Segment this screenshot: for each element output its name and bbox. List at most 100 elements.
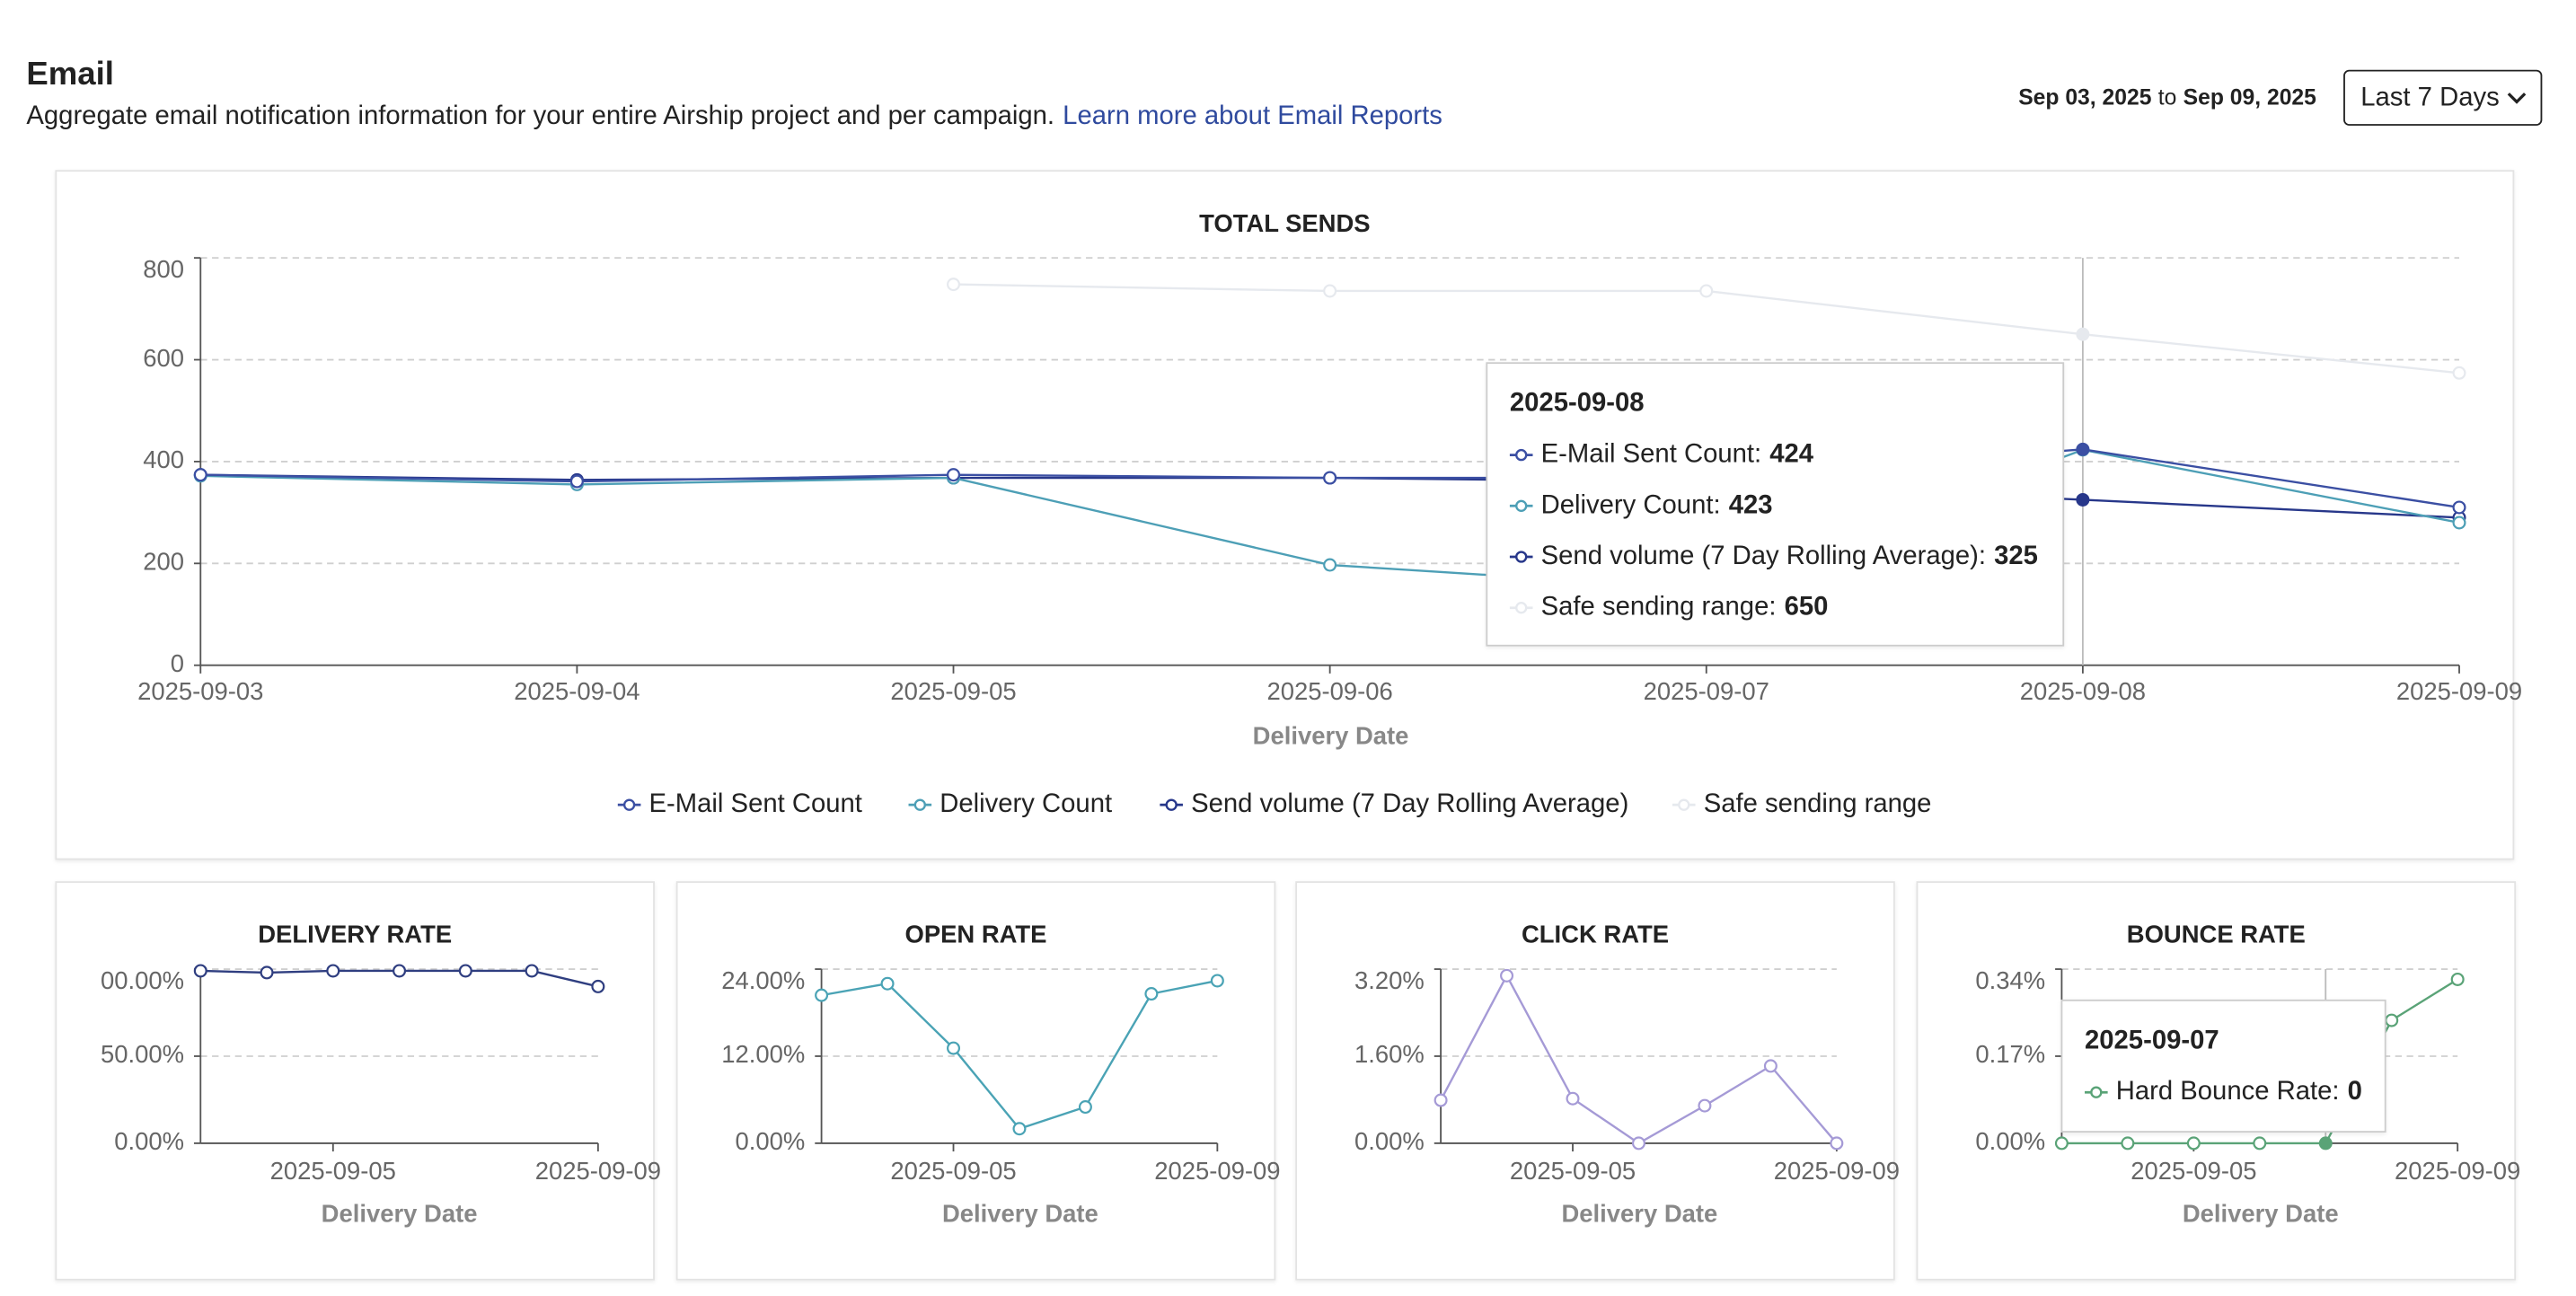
x-tick-label: 2025-09-05 bbox=[890, 677, 1016, 705]
legend-item[interactable]: E-Mail Sent Count bbox=[617, 789, 862, 818]
x-tick-label: 2025-09-08 bbox=[2020, 677, 2146, 705]
data-point bbox=[393, 964, 407, 978]
data-point bbox=[326, 964, 340, 978]
tooltip-value: 650 bbox=[1785, 592, 1829, 621]
y-tick-label: 0.34% bbox=[1975, 966, 2045, 994]
x-axis-label: Delivery Date bbox=[942, 1200, 1098, 1228]
y-tick-label: 50.00% bbox=[101, 1040, 184, 1068]
data-point bbox=[1078, 1100, 1092, 1115]
tooltip: 2025-09-08 E-Mail Sent Count: 424 Delivery … bbox=[1486, 362, 2065, 647]
y-tick-label: 0.00% bbox=[736, 1127, 806, 1155]
x-tick-label: 2025-09-06 bbox=[1266, 677, 1392, 705]
tooltip-title: 2025-09-07 bbox=[2085, 1026, 2219, 1054]
chart-title: TOTAL SENDS bbox=[1199, 209, 1370, 237]
legend-label: Delivery Count bbox=[940, 789, 1112, 818]
legend-marker bbox=[913, 798, 927, 811]
data-point bbox=[2076, 492, 2090, 507]
tooltip-row: E-Mail Sent Count: 424 bbox=[1541, 439, 1814, 468]
x-tick-label: 2025-09-09 bbox=[1774, 1157, 1900, 1185]
dropdown-label[interactable]: Last 7 Days bbox=[2360, 83, 2499, 111]
chart-title: OPEN RATE bbox=[905, 921, 1047, 948]
x-axis-label: Delivery Date bbox=[322, 1200, 478, 1228]
data-point bbox=[1830, 1136, 1844, 1151]
chevron[interactable] bbox=[2507, 93, 2527, 104]
date-separator: to bbox=[2158, 85, 2177, 110]
x-axis-label: Delivery Date bbox=[1561, 1200, 1717, 1228]
y-tick-label: 0.00% bbox=[114, 1127, 184, 1155]
legend-label: Safe sending range bbox=[1704, 789, 1932, 818]
data-point bbox=[1012, 1122, 1027, 1136]
data-point bbox=[193, 468, 207, 482]
tooltip-row: Safe sending range: 650 bbox=[1541, 592, 1829, 621]
x-tick-label: 2025-09-09 bbox=[1154, 1157, 1280, 1185]
tooltip-row: Delivery Count: 423 bbox=[1541, 490, 1773, 519]
data-point bbox=[947, 1041, 961, 1055]
data-point bbox=[1323, 471, 1337, 485]
x-tick-label: 2025-09-09 bbox=[535, 1157, 661, 1185]
y-tick-label: 0.00% bbox=[1354, 1127, 1425, 1155]
date-range: Sep 03, 2025 to Sep 09, 2025 bbox=[2018, 85, 2316, 110]
legend-item[interactable]: Send volume (7 Day Rolling Average) bbox=[1160, 789, 1628, 818]
data-point bbox=[1500, 968, 1514, 983]
x-tick-label: 2025-09-07 bbox=[1644, 677, 1769, 705]
tooltip-value: 0 bbox=[2348, 1077, 2362, 1106]
x-tick-label: 2025-09-05 bbox=[270, 1157, 396, 1185]
range-dropdown[interactable]: Last 7 Days bbox=[2343, 69, 2543, 126]
dropdown-box[interactable] bbox=[2343, 69, 2543, 126]
y-tick-label: 0.00% bbox=[1975, 1127, 2045, 1155]
data-point bbox=[2452, 366, 2466, 380]
legend-item[interactable]: Delivery Count bbox=[908, 789, 1113, 818]
data-point bbox=[815, 988, 829, 1002]
date-start: Sep 03, 2025 bbox=[2018, 85, 2152, 110]
x-tick-label: 2025-09-09 bbox=[2396, 677, 2522, 705]
data-point bbox=[525, 964, 539, 978]
chart-title: CLICK RATE bbox=[1522, 921, 1669, 948]
data-point bbox=[947, 278, 961, 292]
tooltip-marker bbox=[2090, 1086, 2103, 1098]
tooltip-marker bbox=[1515, 448, 1528, 462]
data-point bbox=[260, 965, 274, 980]
tooltip-label: Safe sending range: bbox=[1541, 592, 1777, 621]
data-point bbox=[2452, 516, 2466, 530]
card bbox=[675, 881, 1276, 1281]
tooltip-marker bbox=[1515, 499, 1528, 512]
tooltip-row: Hard Bounce Rate: 0 bbox=[2116, 1077, 2362, 1106]
description: Aggregate email notification information… bbox=[26, 101, 1054, 130]
tooltip-label: E-Mail Sent Count: bbox=[1541, 439, 1761, 468]
data-point bbox=[2076, 442, 2090, 456]
y-tick-label: 0.17% bbox=[1975, 1040, 2045, 1068]
card bbox=[55, 170, 2515, 860]
y-tick-label: 12.00% bbox=[721, 1040, 805, 1068]
legend-item[interactable]: Safe sending range bbox=[1672, 789, 1931, 818]
data-point bbox=[1323, 284, 1337, 298]
page-title: Email bbox=[26, 55, 114, 92]
data-point bbox=[2186, 1136, 2201, 1151]
x-axis-label: Delivery Date bbox=[1253, 721, 1409, 749]
data-point bbox=[1698, 1098, 1712, 1113]
legend-label: Send volume (7 Day Rolling Average) bbox=[1191, 789, 1628, 818]
data-point bbox=[2076, 327, 2090, 341]
data-point bbox=[193, 964, 207, 978]
tooltip-label: Hard Bounce Rate: bbox=[2116, 1077, 2340, 1106]
legend-marker bbox=[1165, 798, 1178, 811]
data-point bbox=[1566, 1091, 1580, 1106]
x-tick-label: 2025-09-03 bbox=[137, 677, 263, 705]
data-point bbox=[1210, 974, 1224, 988]
data-point bbox=[2318, 1136, 2333, 1151]
date-end: Sep 09, 2025 bbox=[2183, 85, 2317, 110]
data-point bbox=[591, 979, 605, 993]
card bbox=[1295, 881, 1895, 1281]
data-point bbox=[1323, 558, 1337, 572]
y-tick-label: 00.00% bbox=[101, 966, 184, 994]
data-point bbox=[947, 468, 961, 482]
tooltip-value: 325 bbox=[1994, 542, 2038, 570]
y-tick-label: 800 bbox=[143, 255, 184, 283]
data-point bbox=[1631, 1136, 1645, 1151]
x-tick-label: 2025-09-09 bbox=[2395, 1157, 2520, 1185]
tooltip-label: Send volume (7 Day Rolling Average): bbox=[1541, 542, 1986, 570]
tooltip-value: 423 bbox=[1729, 490, 1773, 519]
data-point bbox=[2121, 1136, 2135, 1151]
data-point bbox=[1144, 987, 1159, 1001]
learn-more-link[interactable]: Learn more about Email Reports bbox=[1063, 101, 1442, 130]
